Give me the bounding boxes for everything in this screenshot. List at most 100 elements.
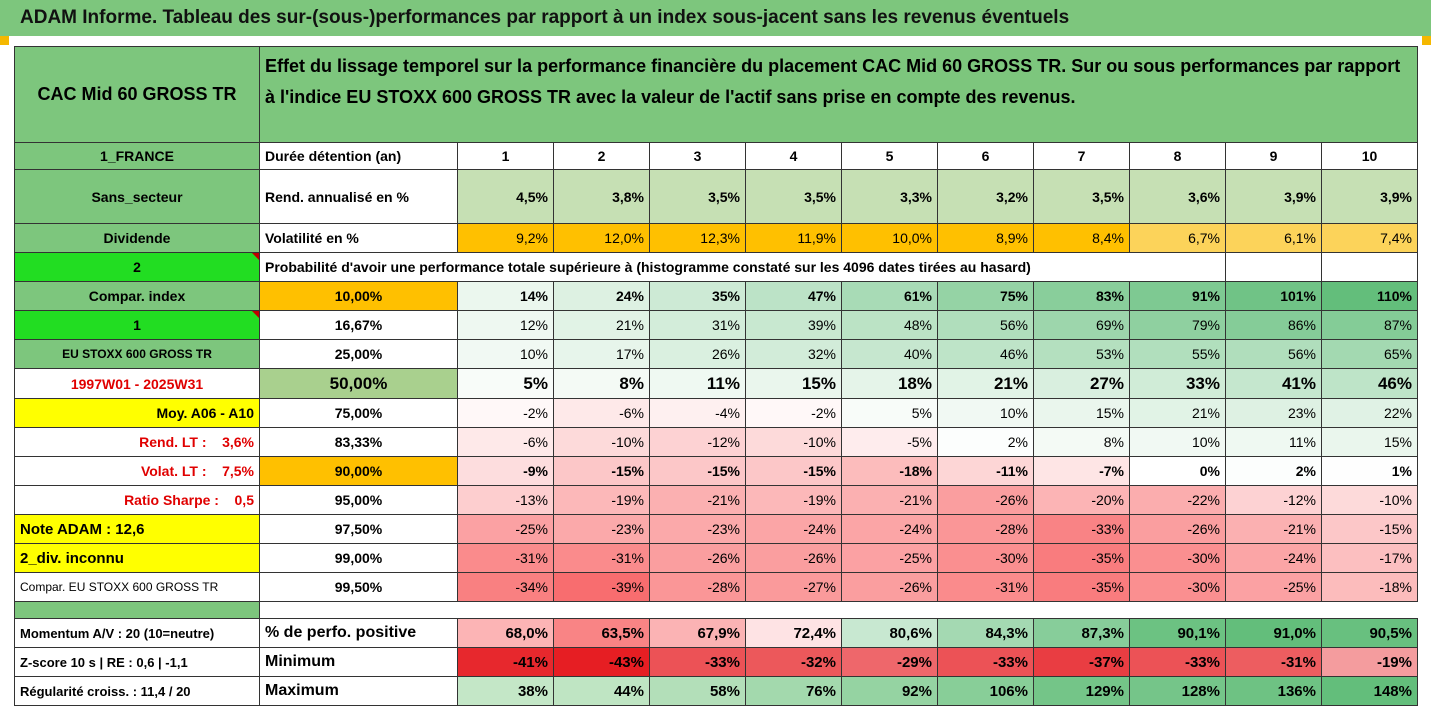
quantile-value: -6% <box>553 398 650 428</box>
quantile-value: -24% <box>841 514 938 544</box>
quantile-value: 15% <box>1033 398 1130 428</box>
return-value: 3,5% <box>745 169 842 224</box>
maximum-value: 38% <box>457 676 554 706</box>
quantile-value: 65% <box>1321 339 1418 369</box>
long-term-volatility-label: Volat. LT : 7,5% <box>14 456 260 486</box>
quantile-value: 83% <box>1033 281 1130 311</box>
quantile-value: -2% <box>457 398 554 428</box>
quantile-value: -34% <box>457 572 554 602</box>
minimum-value: -43% <box>553 647 650 677</box>
year-header: 2 <box>553 142 650 170</box>
quantile-value: -21% <box>1225 514 1322 544</box>
quantile-value: -15% <box>745 456 842 486</box>
quantile-value: 69% <box>1033 310 1130 340</box>
long-term-return-label: Rend. LT : 3,6% <box>14 427 260 457</box>
spacer-cell <box>14 601 260 619</box>
quantile-label: 75,00% <box>259 398 458 428</box>
maximum-value: 92% <box>841 676 938 706</box>
return-value: 3,5% <box>649 169 746 224</box>
quantile-value: -11% <box>937 456 1034 486</box>
quantile-value: -10% <box>553 427 650 457</box>
period-label: 1997W01 - 2025W31 <box>14 368 260 399</box>
quantile-value: 10% <box>1129 427 1226 457</box>
quantile-value: 15% <box>745 368 842 399</box>
quantile-value: -17% <box>1321 543 1418 573</box>
minimum-value: -41% <box>457 647 554 677</box>
volatility-value: 6,7% <box>1129 223 1226 253</box>
positive-performance-value: 87,3% <box>1033 618 1130 648</box>
quantile-value: -4% <box>649 398 746 428</box>
return-value: 3,5% <box>1033 169 1130 224</box>
quantile-value: 31% <box>649 310 746 340</box>
quantile-value: 61% <box>841 281 938 311</box>
regularity-label: Régularité croiss. : 11,4 / 20 <box>14 676 260 706</box>
quantile-value: 8% <box>553 368 650 399</box>
quantile-value: 21% <box>937 368 1034 399</box>
quantile-value: -20% <box>1033 485 1130 515</box>
quantile-value: 11% <box>649 368 746 399</box>
quantile-value: -15% <box>1321 514 1418 544</box>
year-header: 10 <box>1321 142 1418 170</box>
quantile-value: -15% <box>553 456 650 486</box>
scenario-number-1: 1 <box>14 310 260 340</box>
quantile-value: 110% <box>1321 281 1418 311</box>
quantile-value: -30% <box>1129 572 1226 602</box>
maximum-value: 128% <box>1129 676 1226 706</box>
quantile-value: 48% <box>841 310 938 340</box>
minimum-value: -19% <box>1321 647 1418 677</box>
quantile-value: -26% <box>649 543 746 573</box>
quantile-label: 16,67% <box>259 310 458 340</box>
quantile-value: -26% <box>745 543 842 573</box>
quantile-value: 22% <box>1321 398 1418 428</box>
positive-performance-value: 84,3% <box>937 618 1034 648</box>
quantile-value: 26% <box>649 339 746 369</box>
quantile-value: -30% <box>1129 543 1226 573</box>
quantile-label: 99,00% <box>259 543 458 573</box>
year-header: 5 <box>841 142 938 170</box>
positive-performance-value: 72,4% <box>745 618 842 648</box>
quantile-value: 56% <box>1225 339 1322 369</box>
quantile-value: -9% <box>457 456 554 486</box>
volatility-label: Volatilité en % <box>259 223 458 253</box>
quantile-value: 41% <box>1225 368 1322 399</box>
quantile-value: 15% <box>1321 427 1418 457</box>
quantile-value: -26% <box>937 485 1034 515</box>
maximum-value: 58% <box>649 676 746 706</box>
quantile-value: 55% <box>1129 339 1226 369</box>
empty-cell <box>1321 252 1418 282</box>
dividend-label: Dividende <box>14 223 260 253</box>
quantile-value: 12% <box>457 310 554 340</box>
quantile-value: 2% <box>937 427 1034 457</box>
quantile-value: -22% <box>1129 485 1226 515</box>
quantile-value: 18% <box>841 368 938 399</box>
return-value: 3,8% <box>553 169 650 224</box>
quantile-value: -19% <box>745 485 842 515</box>
quantile-value: 33% <box>1129 368 1226 399</box>
probability-label: Probabilité d'avoir une performance tota… <box>259 252 1226 282</box>
positive-performance-label: % de perfo. positive <box>259 618 458 648</box>
quantile-value: -6% <box>457 427 554 457</box>
quantile-value: -15% <box>649 456 746 486</box>
volatility-value: 7,4% <box>1321 223 1418 253</box>
quantile-label: 83,33% <box>259 427 458 457</box>
quantile-value: 91% <box>1129 281 1226 311</box>
quantile-value: 1% <box>1321 456 1418 486</box>
minimum-value: -29% <box>841 647 938 677</box>
quantile-value: -12% <box>1225 485 1322 515</box>
report-title: ADAM Informe. Tableau des sur-(sous-)per… <box>0 0 1431 36</box>
quantile-value: -18% <box>841 456 938 486</box>
quantile-value: -27% <box>745 572 842 602</box>
maximum-value: 136% <box>1225 676 1322 706</box>
quantile-value: -31% <box>457 543 554 573</box>
quantile-value: -28% <box>649 572 746 602</box>
quantile-value: 2% <box>1225 456 1322 486</box>
year-header: 8 <box>1129 142 1226 170</box>
quantile-value: 10% <box>457 339 554 369</box>
volatility-value: 12,0% <box>553 223 650 253</box>
return-value: 3,9% <box>1321 169 1418 224</box>
quantile-value: -31% <box>937 572 1034 602</box>
quantile-value: -31% <box>553 543 650 573</box>
spacer-cell <box>260 602 1418 619</box>
volatility-value: 11,9% <box>745 223 842 253</box>
quantile-value: -28% <box>937 514 1034 544</box>
